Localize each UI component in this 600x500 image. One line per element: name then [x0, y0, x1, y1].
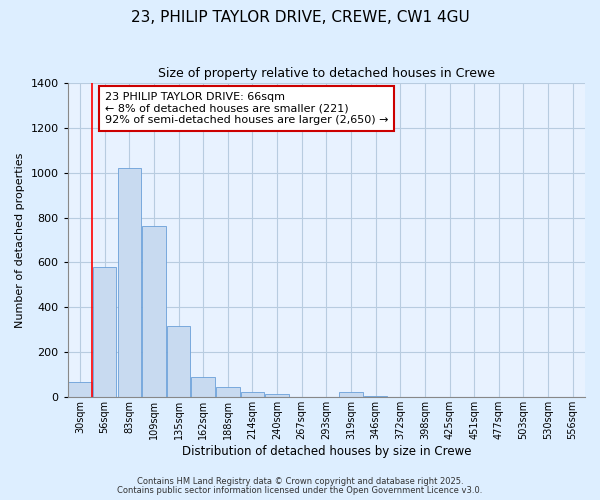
Bar [265, 394, 289, 397]
Text: 23 PHILIP TAYLOR DRIVE: 66sqm
← 8% of detached houses are smaller (221)
92% of s: 23 PHILIP TAYLOR DRIVE: 66sqm ← 8% of de… [104, 92, 388, 125]
Bar [216, 388, 239, 397]
Bar [339, 392, 362, 397]
Y-axis label: Number of detached properties: Number of detached properties [15, 152, 25, 328]
Bar [167, 326, 190, 397]
Bar [93, 267, 116, 397]
Bar [364, 396, 388, 397]
Bar [118, 168, 141, 397]
Bar [68, 382, 92, 397]
Bar [191, 377, 215, 397]
Bar [142, 226, 166, 397]
Title: Size of property relative to detached houses in Crewe: Size of property relative to detached ho… [158, 68, 495, 80]
X-axis label: Distribution of detached houses by size in Crewe: Distribution of detached houses by size … [182, 444, 471, 458]
Text: 23, PHILIP TAYLOR DRIVE, CREWE, CW1 4GU: 23, PHILIP TAYLOR DRIVE, CREWE, CW1 4GU [131, 10, 469, 25]
Text: Contains HM Land Registry data © Crown copyright and database right 2025.: Contains HM Land Registry data © Crown c… [137, 477, 463, 486]
Bar [241, 392, 264, 397]
Text: Contains public sector information licensed under the Open Government Licence v3: Contains public sector information licen… [118, 486, 482, 495]
